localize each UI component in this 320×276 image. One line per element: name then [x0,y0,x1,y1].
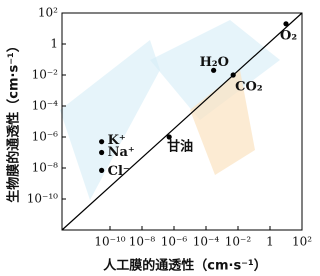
point [99,168,104,173]
x-axis-title: 人工膜的通透性（cm·s⁻¹） [103,258,266,274]
x-tick-label: 10⁻⁶ [161,235,188,249]
point-label: Cl⁻ [108,164,130,179]
point [283,21,288,26]
y-tick-label: 10⁻¹⁰ [27,192,58,206]
point-label: O₂ [280,28,297,43]
y-tick-label: 10² [38,6,58,20]
x-tick-label: 1 [266,235,274,249]
point [99,150,104,155]
x-tick-label: 10² [292,235,312,249]
chart: 人工膜的通透性（cm·s⁻¹） 生物膜的通透性（cm·s⁻¹） 10⁻¹⁰ 10⁻… [0,0,315,276]
y-tick-label: 10⁻⁴ [32,99,59,113]
point-label: H₂O [200,55,229,70]
point-label: 甘油 [167,139,193,155]
x-tick-label: 10⁻² [225,235,252,249]
x-tick-label: 10⁻¹⁰ [94,235,125,249]
point-label: CO₂ [235,80,262,95]
y-tick-label: 1 [50,37,58,51]
y-tick-label: 10⁻² [32,68,59,82]
x-tick-label: 10⁻⁴ [193,235,220,249]
x-tick-label: 10⁻⁸ [129,235,156,249]
y-tick-label: 10⁻⁶ [32,130,59,144]
point [99,139,104,144]
y-tick-label: 10⁻⁸ [32,161,59,175]
y-axis-title: 生物膜的通透性（cm·s⁻¹） [6,39,22,202]
point-label: Na⁺ [108,145,135,160]
point [231,72,236,77]
